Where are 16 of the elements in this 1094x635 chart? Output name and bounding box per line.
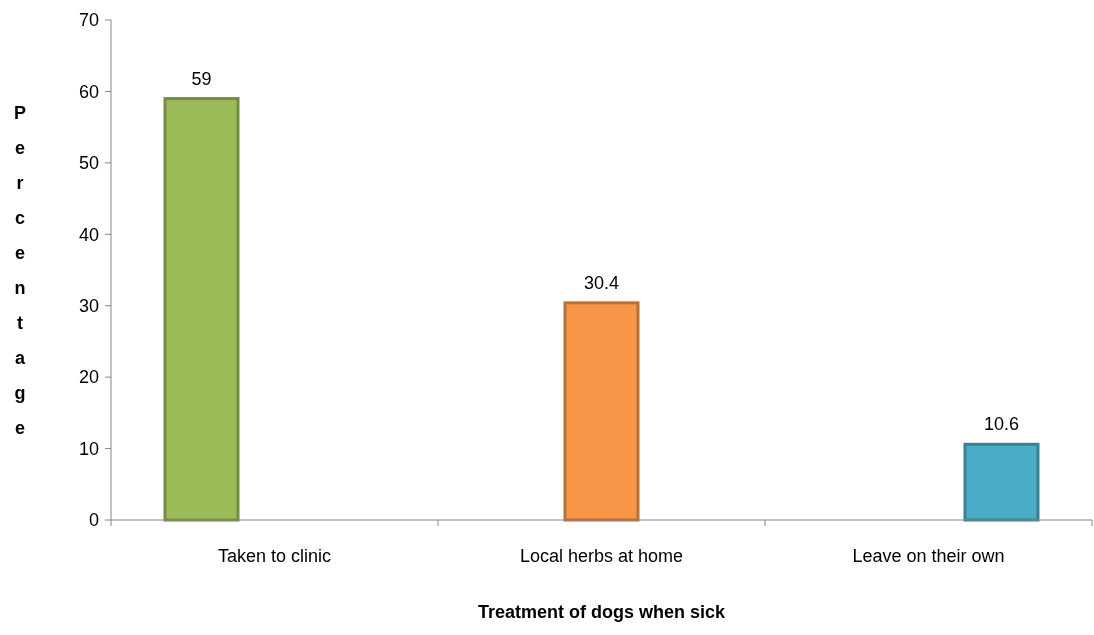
text: Percentage (13, 102, 27, 438)
y-tick-label: 20 (78, 367, 99, 388)
data-label: 10.6 (983, 414, 1020, 435)
y-tick-label: 40 (78, 224, 99, 245)
x-tick-label: Leave on their own (852, 546, 1005, 566)
y-tick-label: 0 (88, 510, 99, 531)
y-tick-label: 30 (78, 296, 99, 317)
data-label: 59 (191, 68, 212, 89)
y-tick-label: 60 (78, 81, 99, 102)
y-tick-label: 70 (78, 10, 99, 31)
data-label: 30.4 (583, 272, 620, 293)
x-tick-label: Local herbs at home (519, 546, 684, 566)
y-tick-label: 50 (78, 153, 99, 174)
x-axis-title: Treatment of dogs when sick (477, 602, 727, 622)
y-tick-label: 10 (78, 438, 99, 459)
x-tick-label: Taken to clinic (217, 546, 332, 566)
